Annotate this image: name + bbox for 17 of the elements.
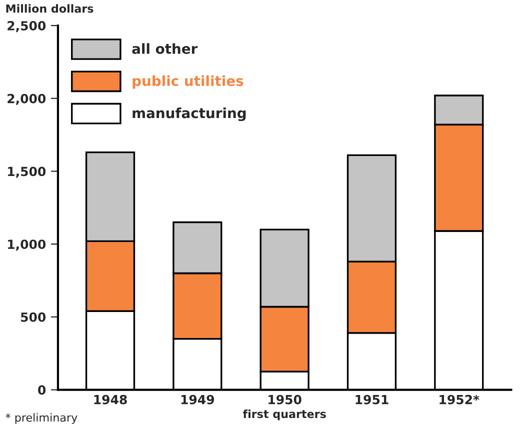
y-tick-label: 500 <box>21 312 46 322</box>
x-axis-title: first quarters <box>242 410 326 420</box>
y-tick-label: 1,500 <box>8 166 46 178</box>
text: * preliminary <box>6 413 78 424</box>
y-tick-label: 2,000 <box>8 94 46 105</box>
y-tick-label: 1,000 <box>8 240 46 251</box>
legend-label: all other <box>132 43 198 54</box>
y-axis-title: Million dollars <box>6 4 94 13</box>
legend-label: public utilities <box>132 75 244 89</box>
y-tick-label: 0 <box>38 385 46 395</box>
legend-label: manufacturing <box>132 108 246 122</box>
x-tick-label: 1948 <box>94 394 127 404</box>
x-tick-label: 1951 <box>356 394 388 404</box>
y-tick-label: 2,500 <box>8 21 46 32</box>
x-tick-label: 1949 <box>181 394 214 404</box>
x-tick-label: 1952* <box>440 394 480 404</box>
x-tick-label: 1950 <box>268 394 302 404</box>
